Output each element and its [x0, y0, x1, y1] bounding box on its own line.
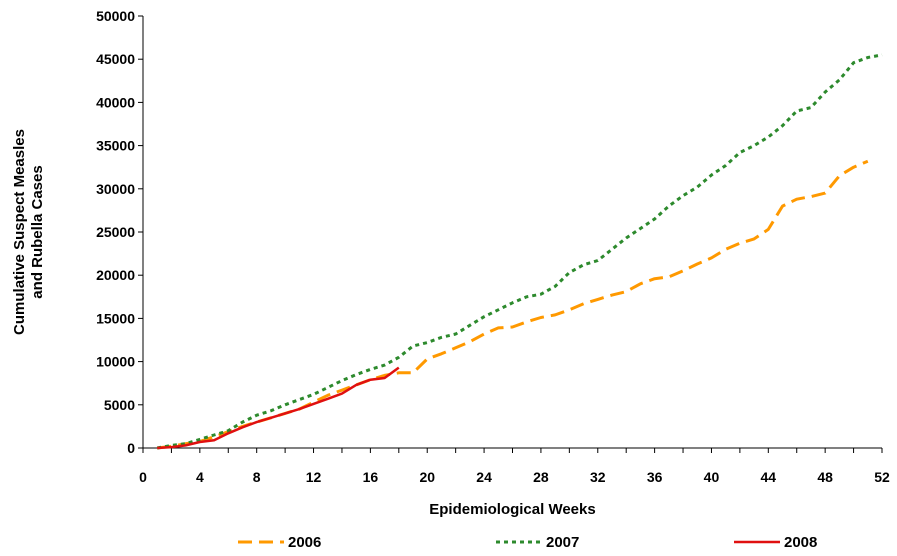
y-tick-label: 40000: [96, 94, 135, 110]
legend-label-2008: 2008: [784, 534, 817, 551]
series-line-2008: [157, 366, 400, 450]
y-tick-label: 5000: [104, 397, 135, 413]
y-tick-label: 25000: [96, 224, 135, 240]
plot-area: 0 5000 10000 15000 20000 25000 30000 35000 40000…: [96, 8, 890, 485]
legend-label-2007: 2007: [546, 534, 579, 551]
y-axis-title: Cumulative Suspect Measles and Rubella C…: [11, 129, 46, 335]
x-tick-label: 20: [419, 469, 435, 485]
y-tick-label: 45000: [96, 51, 135, 67]
y-tick-label: 30000: [96, 181, 135, 197]
x-tick-label: 0: [139, 469, 147, 485]
legend-item-2008: 2008: [734, 534, 817, 551]
y-axis-title-line-2: and Rubella Cases: [29, 165, 46, 298]
legend-item-2006: 2006: [238, 534, 321, 551]
x-tick-label: 4: [196, 469, 204, 485]
y-axis-title-line-1: Cumulative Suspect Measles: [11, 129, 28, 335]
x-tick-label: 48: [817, 469, 833, 485]
x-tick-label: 44: [761, 469, 777, 485]
legend-label-2006: 2006: [288, 534, 321, 551]
y-tick-label: 35000: [96, 138, 135, 154]
y-tick-label: 15000: [96, 310, 135, 326]
x-tick-label: 16: [363, 469, 379, 485]
legend-item-2007: 2007: [496, 534, 579, 551]
x-tick-label: 36: [647, 469, 663, 485]
x-axis-title: Epidemiological Weeks: [429, 501, 595, 518]
x-tick-label: 40: [704, 469, 720, 485]
x-tick-label: 28: [533, 469, 549, 485]
x-tick-label: 8: [253, 469, 261, 485]
legend: 2006 2007 2008: [238, 534, 817, 551]
y-tick-label: 20000: [96, 267, 135, 283]
series-line-2007: [156, 53, 883, 450]
y-tick-label: 50000: [96, 8, 135, 24]
y-tick-label: 10000: [96, 354, 135, 370]
x-tick-label: 32: [590, 469, 606, 485]
y-tick-label: 0: [127, 440, 135, 456]
x-tick-label: 12: [306, 469, 322, 485]
x-tick-label: 52: [874, 469, 890, 485]
x-tick-label: 24: [476, 469, 492, 485]
series-line-2006: [157, 159, 869, 450]
